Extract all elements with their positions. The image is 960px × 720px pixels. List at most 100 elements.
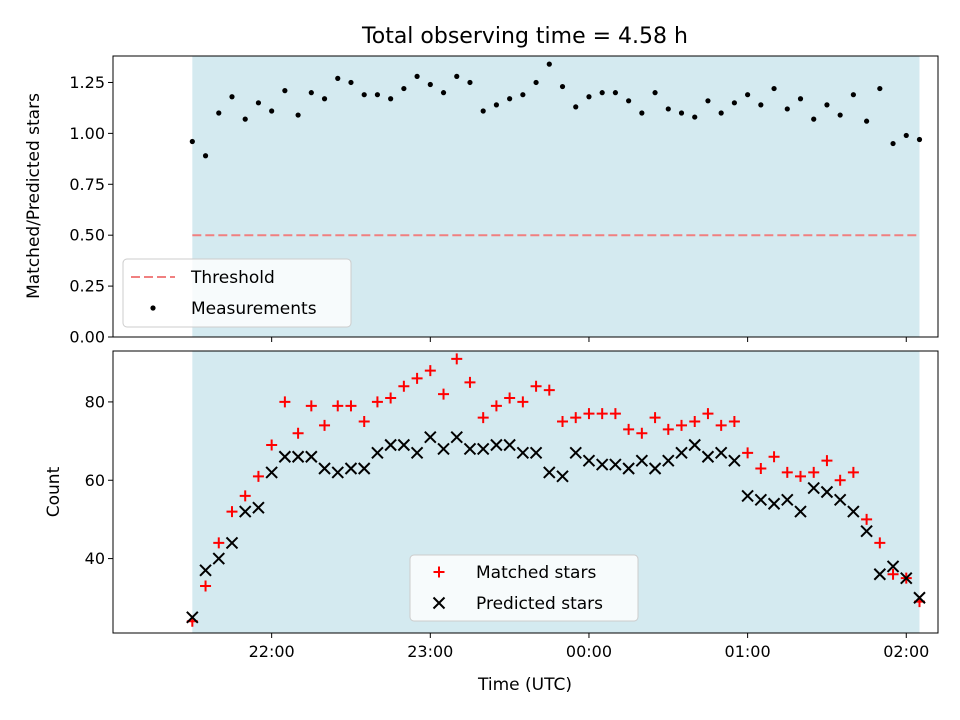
matched-star-point bbox=[504, 392, 516, 404]
measurement-point bbox=[255, 100, 262, 106]
predicted-star-point bbox=[569, 446, 582, 460]
measurement-point bbox=[520, 92, 526, 98]
measurement-point bbox=[454, 73, 460, 79]
matched-star-point bbox=[623, 423, 635, 435]
measurement-point bbox=[282, 88, 288, 94]
matched-star-point bbox=[398, 380, 410, 392]
matched-star-point bbox=[662, 423, 674, 435]
bottom-y-ticks: 40 60 80 bbox=[85, 392, 113, 568]
measurement-point bbox=[692, 114, 698, 120]
bottom-x-ticks: 22:00 23:00 00:00 01:00 02:00 bbox=[249, 633, 929, 661]
matched-star-point bbox=[715, 419, 727, 431]
predicted-star-point bbox=[847, 505, 860, 518]
y-tick-label: 0.75 bbox=[69, 175, 105, 194]
y-tick-label: 0.25 bbox=[69, 277, 105, 296]
predicted-star-point bbox=[714, 446, 728, 460]
top-legend: Threshold Measurements bbox=[122, 258, 352, 328]
matched-star-point bbox=[438, 388, 450, 400]
predicted-star-point bbox=[820, 485, 834, 499]
matched-star-point bbox=[239, 490, 251, 502]
matched-star-point bbox=[411, 372, 423, 384]
predicted-star-point bbox=[860, 524, 873, 538]
measurement-point bbox=[229, 94, 235, 100]
predicted-star-point bbox=[556, 470, 569, 483]
bottom-panel: 40 60 80 22:00 23:00 00:00 01:00 02:00 Time (U… bbox=[44, 350, 939, 695]
measurement-point bbox=[507, 96, 513, 102]
y-tick-label: 80 bbox=[85, 392, 105, 411]
measurement-point bbox=[877, 85, 883, 92]
matched-star-point bbox=[768, 451, 780, 463]
matched-star-point bbox=[226, 506, 238, 518]
measurement-point bbox=[493, 102, 500, 108]
matched-star-point bbox=[332, 400, 344, 412]
predicted-star-point bbox=[437, 442, 450, 456]
predicted-star-point bbox=[476, 442, 490, 456]
bottom-plot-content bbox=[186, 351, 926, 633]
legend-predicted-label: Predicted stars bbox=[476, 594, 603, 614]
measurement-point bbox=[546, 61, 552, 67]
matched-star-point bbox=[702, 408, 714, 420]
measurement-point bbox=[348, 79, 354, 86]
matched-star-point bbox=[795, 470, 806, 482]
measurement-point bbox=[440, 90, 447, 96]
measurement-point bbox=[361, 92, 367, 98]
predicted-star-point bbox=[767, 497, 781, 510]
measurement-point bbox=[533, 79, 539, 86]
measurement-point bbox=[242, 116, 248, 122]
predicted-star-point bbox=[291, 450, 305, 463]
legend-measurements-swatch bbox=[150, 305, 156, 311]
predicted-star-point bbox=[357, 462, 371, 475]
predicted-star-point bbox=[701, 450, 715, 463]
measurement-point bbox=[678, 110, 685, 116]
measurement-point bbox=[797, 96, 804, 102]
measurement-point bbox=[573, 104, 579, 110]
matched-star-point bbox=[676, 419, 688, 431]
predicted-star-point bbox=[344, 462, 358, 475]
y-tick-label: 60 bbox=[85, 471, 105, 490]
matched-star-point bbox=[200, 580, 212, 592]
matched-star-point bbox=[371, 396, 383, 408]
matched-star-point bbox=[345, 400, 357, 412]
measurement-point bbox=[612, 90, 619, 96]
top-legend-box bbox=[122, 258, 352, 328]
top-plot-frame bbox=[112, 55, 939, 338]
x-tick-label: 22:00 bbox=[249, 642, 295, 661]
matched-star-point bbox=[451, 353, 463, 365]
x-tick-label: 01:00 bbox=[725, 642, 771, 661]
predicted-star-point bbox=[397, 438, 411, 452]
matched-star-point bbox=[821, 455, 833, 467]
predicted-star-point bbox=[252, 501, 265, 514]
matched-star-point bbox=[557, 416, 569, 427]
measurement-point bbox=[824, 102, 830, 108]
predicted-star-point bbox=[622, 462, 635, 475]
measurement-point bbox=[903, 132, 909, 139]
predicted-star-point bbox=[807, 481, 820, 495]
matched-star-point bbox=[649, 412, 661, 424]
predicted-star-point bbox=[331, 466, 344, 479]
matched-star-point bbox=[609, 408, 621, 420]
predicted-star-point bbox=[225, 536, 239, 550]
measurement-point bbox=[321, 96, 328, 102]
top-panel: 0.00 0.25 0.50 0.75 1.00 1.25 Total observing… bbox=[24, 24, 939, 347]
matched-star-point bbox=[847, 466, 859, 478]
predicted-star-point bbox=[886, 560, 900, 573]
predicted-star-point bbox=[741, 489, 754, 503]
predicted-star-point bbox=[305, 450, 318, 463]
top-chart-title: Total observing time = 4.58 h bbox=[361, 24, 688, 49]
predicted-star-point bbox=[833, 493, 847, 507]
measurement-point bbox=[771, 85, 777, 92]
predicted-star-point bbox=[900, 571, 913, 585]
measurement-point bbox=[652, 90, 658, 96]
measurement-point bbox=[308, 90, 314, 96]
matched-star-point bbox=[213, 537, 225, 549]
matched-star-point bbox=[583, 408, 595, 420]
top-y-axis-label: Matched/Predicted stars bbox=[24, 93, 44, 299]
predicted-star-point bbox=[609, 458, 622, 471]
predicted-star-point bbox=[648, 462, 662, 475]
matched-star-point bbox=[596, 408, 608, 420]
predicted-star-point bbox=[913, 591, 926, 604]
matched-star-point bbox=[319, 419, 331, 431]
bottom-legend-box bbox=[409, 554, 639, 622]
matched-star-point bbox=[636, 427, 648, 439]
predicted-star-point bbox=[239, 505, 252, 518]
